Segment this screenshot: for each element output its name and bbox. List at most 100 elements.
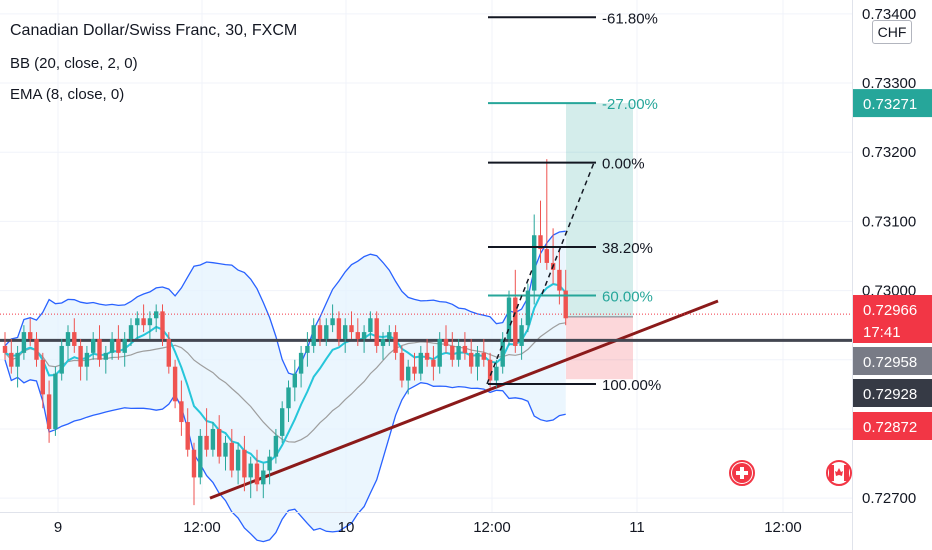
candle-body bbox=[46, 394, 52, 429]
fibonacci-extension[interactable]: -61.80% -27.00% 0.00% 38.20% 60.00% 100.00% bbox=[486, 10, 661, 394]
long-position-tool[interactable] bbox=[566, 103, 633, 380]
candle-body bbox=[431, 359, 436, 367]
candle-body bbox=[380, 339, 386, 346]
candle-body bbox=[437, 339, 442, 367]
fib-trend-line bbox=[541, 162, 595, 295]
candle-body bbox=[242, 449, 247, 478]
bb-upper bbox=[4, 230, 566, 376]
price-label-bg bbox=[853, 295, 932, 343]
candle-body bbox=[160, 311, 165, 340]
bb-lower bbox=[4, 359, 566, 543]
candle-body bbox=[324, 325, 329, 340]
y-tick-label: 0.73200 bbox=[862, 144, 916, 161]
candle-body bbox=[179, 401, 184, 423]
symbol-title[interactable]: Canadian Dollar/Swiss Franc, 30, FXCM bbox=[10, 22, 298, 39]
candle-body bbox=[286, 387, 291, 409]
candle-body bbox=[91, 339, 96, 353]
candle-body bbox=[469, 352, 474, 367]
currency-badge[interactable]: CHF bbox=[872, 20, 912, 44]
candle-body bbox=[456, 345, 461, 360]
candle-body bbox=[116, 339, 121, 353]
x-tick-label: 12:00 bbox=[473, 519, 511, 536]
price-label-text: 0.72872 bbox=[863, 419, 917, 436]
candle-body bbox=[418, 352, 423, 374]
countdown-text: 17:41 bbox=[863, 324, 901, 341]
price-label-text: 0.72958 bbox=[863, 354, 917, 371]
candle-body bbox=[475, 352, 480, 367]
x-tick-label: 10 bbox=[338, 519, 355, 536]
candle-body bbox=[544, 249, 549, 263]
candle-body bbox=[15, 352, 20, 367]
candle-body bbox=[78, 345, 83, 367]
candle-body bbox=[235, 449, 241, 471]
candle-body bbox=[368, 318, 373, 333]
x-tick-label: 12:00 bbox=[764, 519, 802, 536]
candle-body bbox=[494, 366, 499, 381]
candle-body bbox=[330, 318, 335, 326]
y-tick-label: 0.73100 bbox=[862, 213, 916, 230]
candle-body bbox=[223, 442, 228, 457]
candle-body bbox=[399, 352, 405, 381]
candle-body bbox=[525, 290, 531, 326]
candle-body bbox=[135, 318, 140, 326]
candle-body bbox=[443, 339, 449, 346]
candle-body bbox=[513, 297, 518, 346]
candle-body bbox=[9, 352, 14, 367]
ema-indicator-label[interactable]: EMA (8, close, 0) bbox=[10, 86, 125, 103]
canadian-flag-icon[interactable] bbox=[826, 460, 852, 486]
candle-body bbox=[387, 332, 392, 340]
candle-body bbox=[481, 352, 486, 360]
x-tick-label: 12:00 bbox=[183, 519, 221, 536]
fib-level-label: -61.80% bbox=[602, 10, 658, 27]
candle-body bbox=[122, 339, 127, 353]
candle-body bbox=[343, 325, 348, 340]
y-tick-label: 0.73400 bbox=[862, 6, 916, 23]
fib-level-label: 38.20% bbox=[602, 240, 653, 257]
candle-body bbox=[532, 235, 537, 291]
price-label-bg bbox=[853, 379, 932, 407]
candle-body bbox=[254, 463, 260, 485]
price-label-bg bbox=[853, 89, 932, 118]
candle-body bbox=[210, 428, 216, 450]
candle-body bbox=[424, 352, 430, 360]
support-line[interactable] bbox=[0, 313, 852, 342]
candle-body bbox=[97, 339, 102, 360]
candle-body bbox=[217, 428, 222, 457]
price-label-text: 0.73271 bbox=[863, 96, 917, 113]
swiss-flag-icon[interactable] bbox=[729, 460, 755, 486]
candle-body bbox=[166, 339, 171, 367]
candle-body bbox=[311, 325, 316, 346]
y-tick-label: 0.73300 bbox=[862, 75, 916, 92]
candle-body bbox=[72, 332, 77, 346]
candle-body bbox=[267, 456, 272, 471]
candle-body bbox=[229, 442, 234, 471]
candle-body bbox=[506, 297, 512, 340]
candle-body bbox=[538, 235, 543, 250]
candle-body bbox=[563, 290, 568, 319]
candle-body bbox=[292, 373, 297, 388]
bb-fill bbox=[5, 231, 566, 542]
candle-body bbox=[336, 318, 342, 340]
candle-body bbox=[412, 366, 417, 374]
candle-body bbox=[355, 332, 360, 340]
candles bbox=[2, 159, 568, 506]
candle-body bbox=[172, 366, 178, 402]
candle-body bbox=[261, 470, 266, 485]
candle-body bbox=[557, 269, 562, 291]
candle-body bbox=[59, 345, 64, 374]
x-tick-label: 11 bbox=[629, 519, 645, 536]
candle-body bbox=[361, 332, 367, 340]
candle-body bbox=[109, 339, 115, 353]
y-tick-label: 0.72700 bbox=[862, 490, 916, 507]
price-labels: 0.73271 0.72966 17:41 0.72958 0.72928 0.72872 bbox=[853, 89, 932, 440]
trendline[interactable] bbox=[209, 299, 719, 500]
candle-body bbox=[248, 463, 253, 478]
bb-indicator-label[interactable]: BB (20, close, 2, 0) bbox=[10, 55, 138, 72]
candle-body bbox=[141, 318, 146, 326]
candle-body bbox=[280, 408, 285, 436]
candle-body bbox=[40, 359, 45, 395]
candle-body bbox=[406, 366, 411, 381]
candle-body bbox=[191, 449, 197, 478]
candle-body bbox=[298, 352, 304, 374]
